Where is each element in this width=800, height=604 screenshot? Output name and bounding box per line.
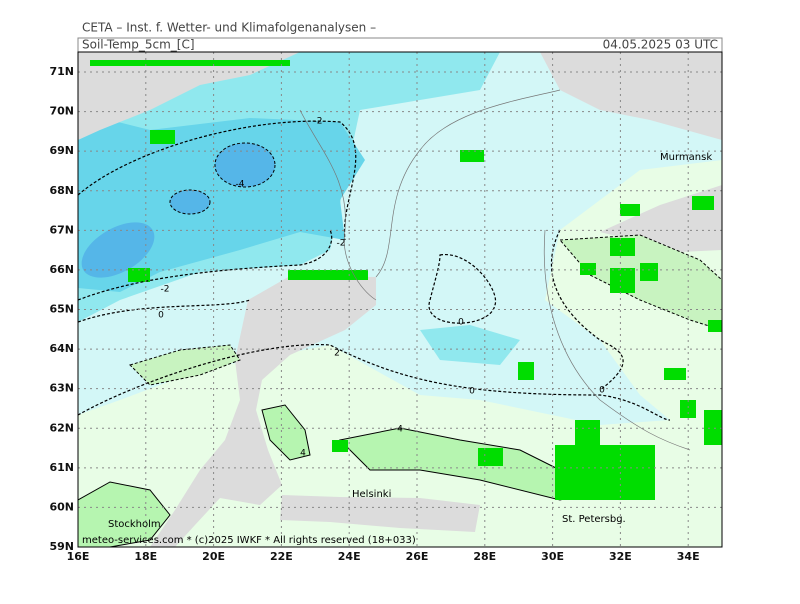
lon-label: 26E xyxy=(406,550,429,563)
contour-label: -2 xyxy=(161,285,170,295)
lat-label: 71N xyxy=(49,65,74,78)
valid-time: 04.05.2025 03 UTC xyxy=(603,38,718,52)
lon-label: 16E xyxy=(67,550,90,563)
lat-label: 70N xyxy=(49,105,74,118)
parameter: Soil-Temp_5cm_[C] xyxy=(82,38,195,52)
lon-label: 22E xyxy=(270,550,293,563)
lat-label: 62N xyxy=(49,421,74,434)
lon-label: 18E xyxy=(134,550,157,563)
institute: CETA – Inst. f. Wetter- und Klimafolgena… xyxy=(82,21,376,35)
city-label: Murmansk xyxy=(660,152,712,163)
lon-label: 30E xyxy=(541,550,564,563)
lat-label: 61N xyxy=(49,461,74,474)
lat-label: 67N xyxy=(49,223,74,236)
lon-label: 32E xyxy=(609,550,632,563)
contour-label: 4 xyxy=(300,449,306,459)
city-label: Stockholm xyxy=(108,519,161,530)
map-field xyxy=(78,52,722,547)
contour-label: -4 xyxy=(236,180,245,190)
lat-label: 63N xyxy=(49,382,74,395)
lat-label: 65N xyxy=(49,303,74,316)
footer: meteo-services.com * (c)2025 IWKF * All … xyxy=(82,535,416,546)
lat-label: 64N xyxy=(49,342,74,355)
contour-label: -2 xyxy=(314,117,323,127)
contour-label: 0 xyxy=(458,318,464,328)
map-frame xyxy=(77,51,723,548)
contour-label: 0 xyxy=(158,311,164,321)
lat-label: 68N xyxy=(49,184,74,197)
contour-label: 0 xyxy=(469,387,475,397)
lat-label: 66N xyxy=(49,263,74,276)
contour-label: -2 xyxy=(337,239,346,249)
city-label: Helsinki xyxy=(352,489,391,500)
lat-label: 69N xyxy=(49,144,74,157)
contour-label: 4 xyxy=(397,425,403,435)
lon-label: 28E xyxy=(473,550,496,563)
lon-label: 20E xyxy=(202,550,225,563)
contour-label: 0 xyxy=(599,386,605,396)
lon-label: 34E xyxy=(677,550,700,563)
lat-label: 59N xyxy=(49,540,74,553)
city-label: St. Petersbg. xyxy=(562,514,626,525)
lon-label: 24E xyxy=(338,550,361,563)
contour-label: 2 xyxy=(334,349,340,359)
lat-label: 60N xyxy=(49,500,74,513)
